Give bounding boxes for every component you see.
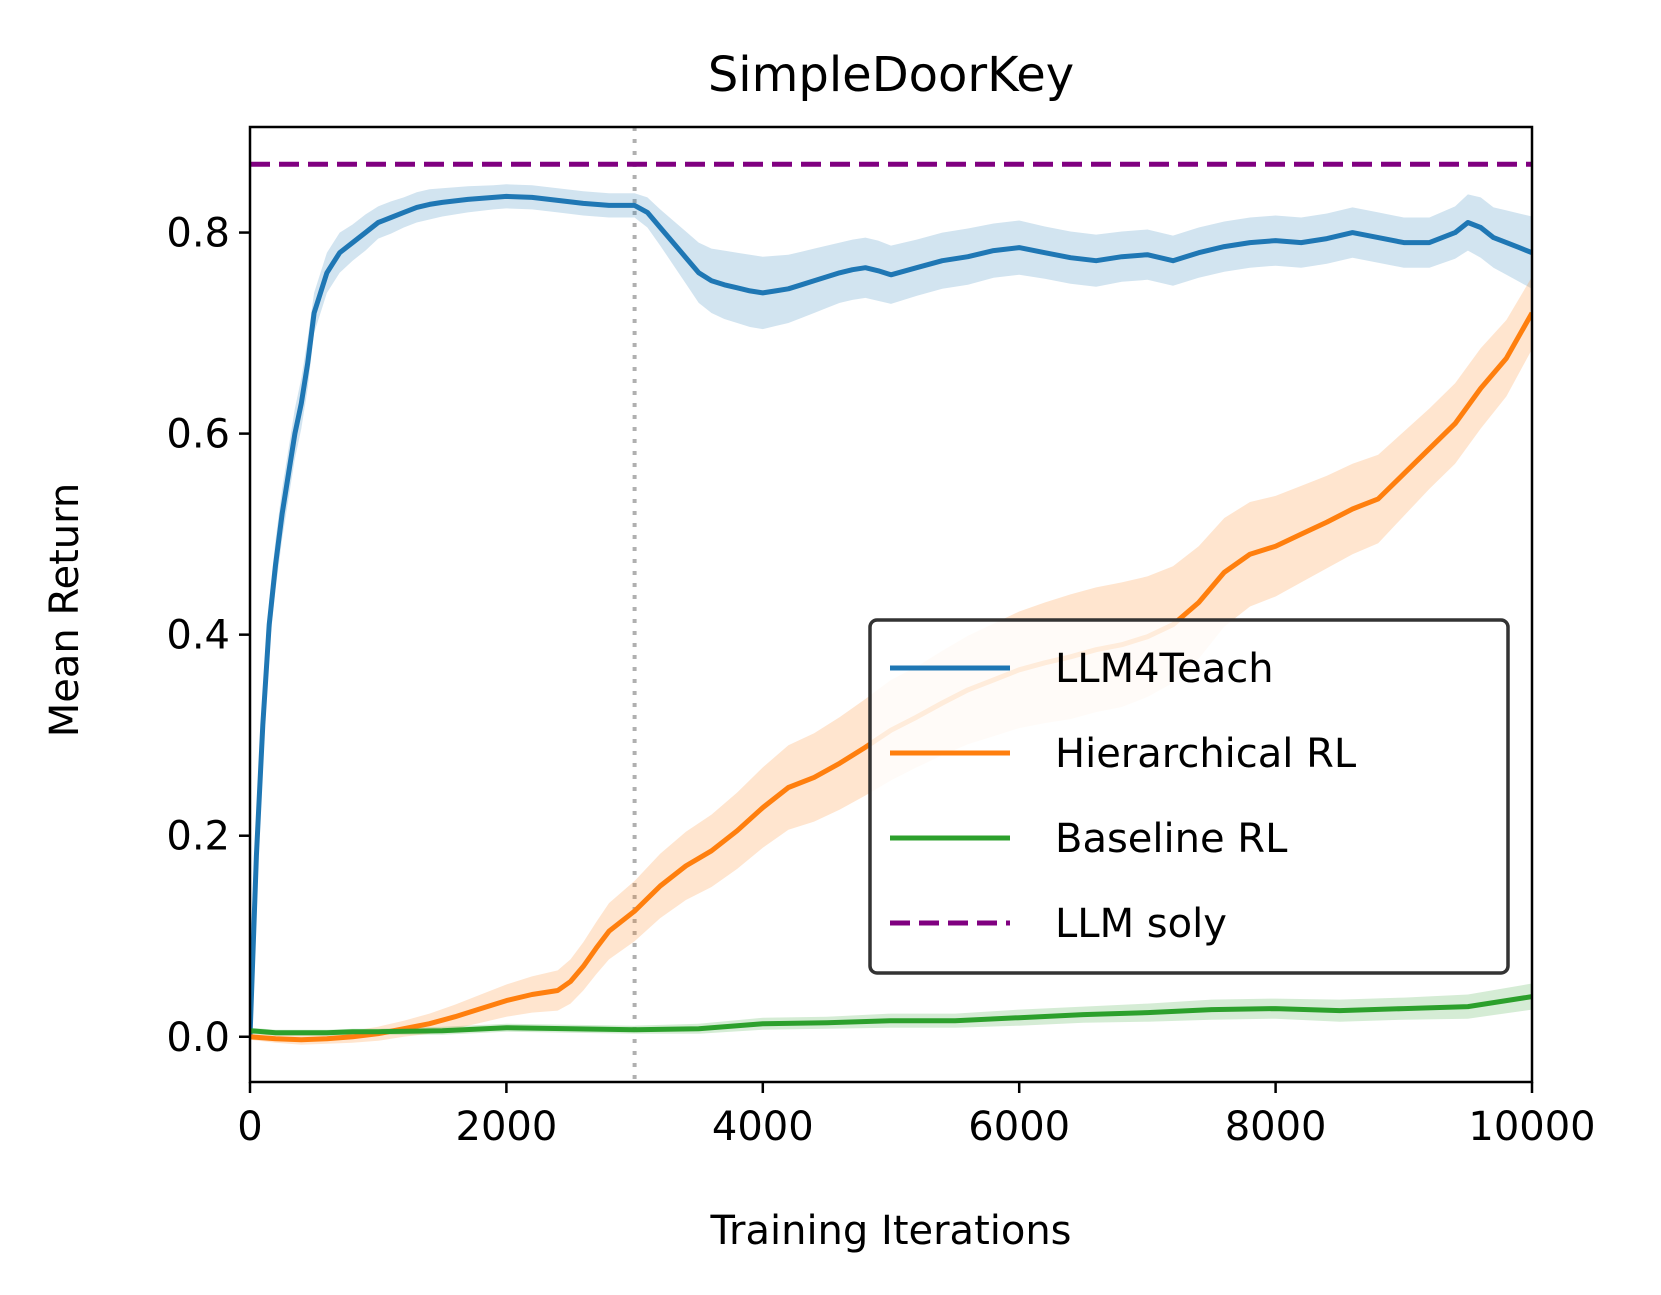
- y-tick-label: 0.8: [166, 211, 230, 257]
- chart-title: SimpleDoorKey: [708, 47, 1074, 103]
- legend-label: Baseline RL: [1055, 816, 1288, 862]
- plot-area: [250, 127, 1532, 1082]
- x-tick-label: 2000: [456, 1104, 558, 1150]
- x-axis-label: Training Iterations: [709, 1208, 1071, 1254]
- series-line-hierarchical-rl: [250, 311, 1532, 1043]
- legend: LLM4Teach Hierarchical RL Baseline RL LLM s…: [868, 618, 1510, 975]
- y-tick-label: 0.6: [166, 412, 230, 458]
- axes: 0 2000 4000 6000 8000 10000 0.0 0.2 0.4 0.6 0.8: [166, 125, 1596, 1150]
- series-line-baseline-rl: [250, 994, 1532, 1036]
- x-tick-label: 8000: [1225, 1104, 1327, 1150]
- x-tick-label: 10000: [1468, 1104, 1595, 1150]
- legend-box: [868, 618, 1510, 975]
- x-tick-label: 4000: [712, 1104, 814, 1150]
- y-tick-label: 0.0: [166, 1015, 230, 1061]
- legend-label: Hierarchical RL: [1055, 731, 1357, 777]
- y-axis-label: Mean Return: [42, 483, 88, 737]
- x-tick-label: 6000: [968, 1104, 1070, 1150]
- series-line-llm4teach: [250, 193, 1532, 1037]
- y-tick-label: 0.4: [166, 613, 230, 659]
- x-tick-label: 0: [237, 1104, 262, 1150]
- y-tick-label: 0.2: [166, 814, 230, 860]
- legend-label: LLM soly: [1055, 901, 1227, 947]
- legend-label: LLM4Teach: [1055, 646, 1274, 692]
- plot-frame: [248, 125, 1534, 1084]
